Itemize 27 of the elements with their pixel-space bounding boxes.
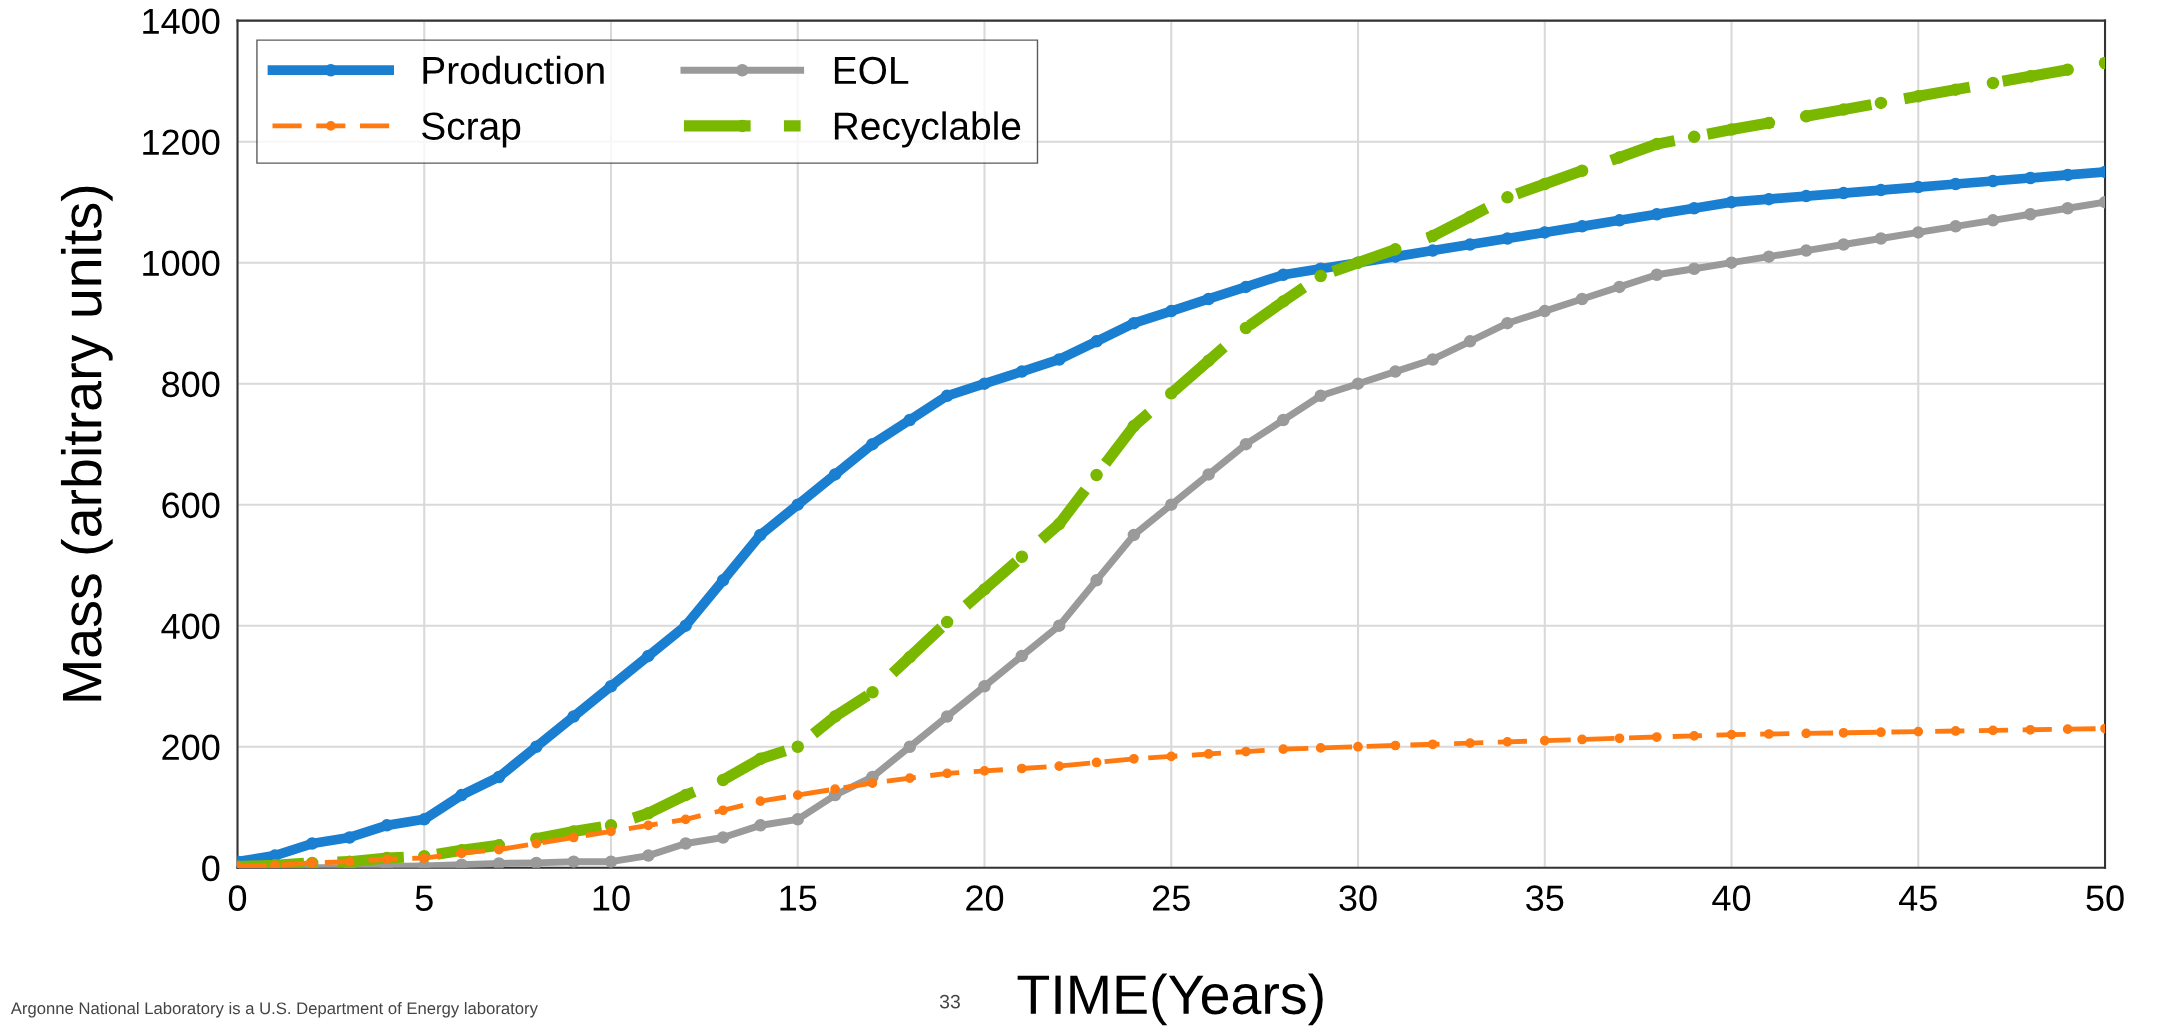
y-tick-label: 200 [162,734,220,761]
y-tick-label: 1200 [143,129,220,156]
legend-label: EOL [834,56,909,85]
text: Argonne National Laboratory is a U.S. Department of Energy laboratory [10,1001,538,1018]
y-tick-label: 0 [202,855,220,882]
x-tick-label: 45 [1899,885,1937,911]
y-tick-label: 400 [161,613,220,640]
x-tick-label: 15 [780,885,817,911]
y-tick-label: 800 [162,371,220,398]
y-tick-label: 1400 [143,8,220,35]
x-tick-label: 0 [228,885,247,911]
x-tick-label: 20 [966,885,1004,911]
text: 33 [939,994,960,1009]
x-tick-label: 10 [593,885,630,911]
x-axis-title: TIME(Years) [1017,973,1323,1026]
legend-label: Recyclable [834,111,1021,148]
x-tick-label: 30 [1339,885,1377,911]
legend-label: Production [423,55,604,85]
y-tick-label: 600 [162,492,220,519]
x-tick-label: 50 [2086,885,2124,911]
x-tick-label: 40 [1712,885,1751,911]
y-axis-title: Mass (arbitrary units) [60,186,113,701]
y-tick-label: 1000 [143,250,220,277]
x-tick-label: 25 [1152,885,1190,911]
legend-label: Scrap [422,112,521,148]
x-tick-label: 5 [415,885,433,911]
x-tick-label: 35 [1526,885,1564,911]
